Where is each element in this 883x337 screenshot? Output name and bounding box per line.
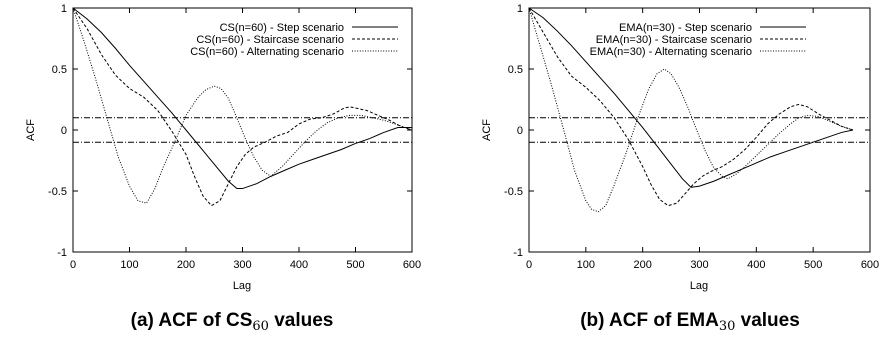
series-line-b-dotted [528, 7, 854, 213]
legend-label-b-1: EMA(n=30) - Staircase scenario [596, 34, 752, 46]
x-tick-label-a-2: 200 [177, 259, 195, 271]
y-tick-label-a-1: 0.5 [52, 64, 67, 76]
x-tick-label-b-5: 500 [804, 259, 822, 271]
y-tick-label-a-0: 1 [61, 3, 67, 15]
series-group-a [72, 7, 413, 207]
x-tick-label-b-6: 600 [861, 259, 879, 271]
series-group-b [528, 7, 854, 213]
ticks-b: 0 100 200 300 400 500 600 1 0.5 0 -0.5 -1 [504, 3, 879, 271]
y-tick-label-b-1: 0.5 [508, 64, 523, 76]
x-axis-label-b: Lag [690, 280, 708, 292]
caption-a-suffix: values [269, 310, 333, 331]
x-tick-label-b-1: 100 [577, 259, 595, 271]
x-tick-label-a-0: 0 [70, 259, 76, 271]
x-axis-label-a: Lag [233, 280, 251, 292]
x-tick-label-b-3: 300 [690, 259, 708, 271]
y-tick-label-b-4: -1 [513, 247, 523, 259]
caption-a: (a) ACF of CS60 values [131, 310, 334, 334]
y-tick-label-b-2: 0 [517, 125, 523, 137]
reference-lines-a [73, 117, 412, 143]
caption-b: (b) ACF of EMA30 values [580, 310, 800, 334]
series-line-b-solid [528, 7, 854, 188]
x-tick-label-a-3: 300 [233, 259, 251, 271]
panel-a: 0 100 200 300 400 500 600 1 0.5 0 -0.5 -1 Lag ACF C… [25, 3, 421, 334]
panel-b: 0 100 200 300 400 500 600 1 0.5 0 -0.5 -1 Lag ACF E… [481, 3, 879, 334]
y-axis-label-a: ACF [25, 119, 37, 141]
x-tick-label-a-1: 100 [120, 259, 138, 271]
y-tick-label-a-4: -1 [57, 247, 67, 259]
y-tick-label-b-3: -0.5 [504, 186, 523, 198]
legend-label-a-0: CS(n=60) - Step scenario [220, 22, 344, 34]
y-tick-label-a-3: -0.5 [48, 186, 67, 198]
series-line-a-dotted [72, 7, 413, 204]
x-tick-label-a-4: 400 [290, 259, 308, 271]
caption-b-subscript: 30 [719, 319, 736, 334]
caption-a-prefix: (a) ACF of CS [131, 310, 253, 331]
caption-b-suffix: values [735, 310, 799, 331]
series-line-a-solid [72, 7, 412, 190]
x-tick-label-b-4: 400 [747, 259, 765, 271]
y-tick-label-b-0: 1 [517, 3, 523, 15]
x-tick-label-b-2: 200 [633, 259, 651, 271]
legend-label-b-0: EMA(n=30) - Step scenario [619, 22, 752, 34]
reference-lines-b [529, 117, 870, 143]
legend-label-b-2: EMA(n=30) - Alternating scenario [590, 46, 752, 58]
caption-b-prefix: (b) ACF of EMA [580, 310, 719, 331]
y-axis-label-b: ACF [481, 119, 493, 141]
legend-label-a-1: CS(n=60) - Staircase scenario [196, 34, 344, 46]
y-tick-label-a-2: 0 [61, 125, 67, 137]
x-tick-label-a-5: 500 [346, 259, 364, 271]
caption-a-subscript: 60 [252, 319, 269, 334]
legend-label-a-2: CS(n=60) - Alternating scenario [190, 46, 344, 58]
x-tick-label-a-6: 600 [403, 259, 421, 271]
ticks-a: 0 100 200 300 400 500 600 1 0.5 0 -0.5 -1 [48, 3, 421, 271]
x-tick-label-b-0: 0 [526, 259, 532, 271]
